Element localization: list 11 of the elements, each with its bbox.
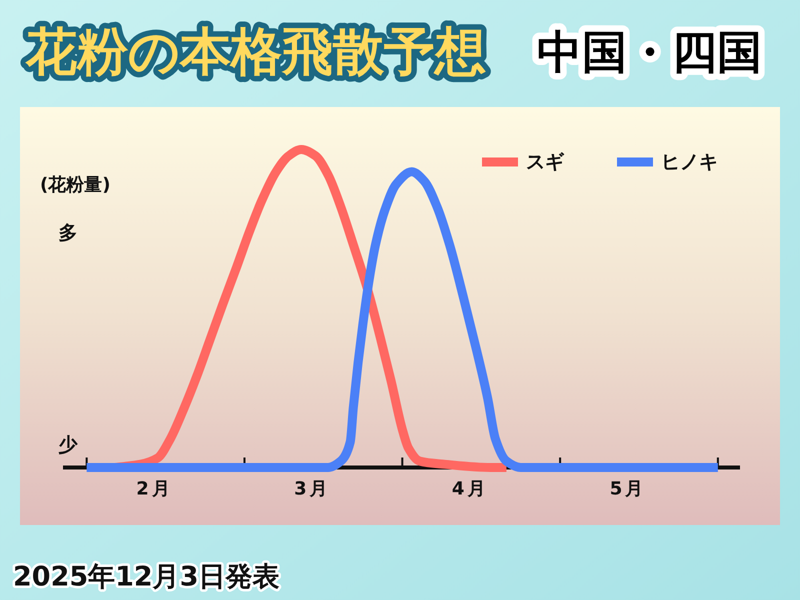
annotation: 少 <box>58 434 78 456</box>
x-tick-label: 2月 <box>136 478 173 500</box>
subtitle: 中国・四国 <box>537 26 762 78</box>
legend-label: スギ <box>526 151 564 173</box>
legend-label: ヒノキ <box>661 151 718 173</box>
x-tick-label: 4月 <box>452 478 488 500</box>
annotation: 2025年12月3日発表 <box>13 562 280 592</box>
x-tick-label: 3月 <box>294 478 331 500</box>
x-tick-label: 5月 <box>610 478 646 500</box>
y-axis-title: (花粉量) <box>40 174 110 196</box>
annotation: 多 <box>58 222 78 244</box>
